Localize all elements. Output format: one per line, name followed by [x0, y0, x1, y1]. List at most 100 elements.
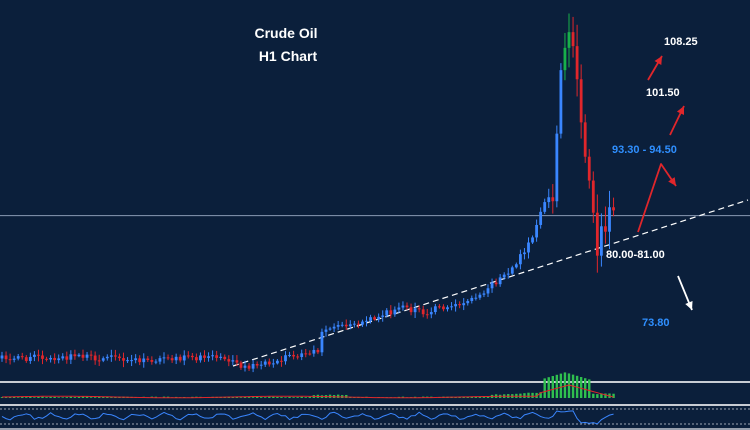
- candle-body: [421, 309, 425, 315]
- candle-body: [340, 324, 344, 326]
- candle-body: [49, 357, 52, 360]
- candle-body: [612, 207, 615, 211]
- macd-bar: [539, 392, 542, 398]
- candle-body: [365, 320, 368, 322]
- candle-body: [458, 304, 462, 306]
- macd-bar: [336, 394, 340, 398]
- macd-bar: [527, 392, 530, 398]
- macd-signal-line: [1, 384, 614, 399]
- macd-bar: [255, 396, 259, 398]
- candle-body: [158, 358, 162, 362]
- macd-bar: [292, 397, 295, 398]
- candle-body: [579, 79, 583, 123]
- candle-body: [16, 356, 20, 359]
- candle-body: [600, 226, 603, 256]
- candle-body: [567, 32, 571, 48]
- candle-body: [352, 323, 356, 325]
- macd-bar: [21, 396, 24, 398]
- candle-body: [462, 303, 466, 306]
- candle-body: [65, 356, 69, 360]
- candle-body: [231, 360, 235, 362]
- candle-body: [93, 355, 97, 361]
- candle-body: [4, 355, 8, 360]
- macd-bar: [110, 397, 113, 398]
- level-label-93: 93.30 - 94.50: [612, 144, 677, 156]
- candle-body: [114, 355, 117, 357]
- candle-body: [186, 355, 190, 357]
- candle-body: [97, 360, 101, 362]
- macd-bar: [98, 396, 101, 398]
- candle-body: [211, 355, 214, 357]
- macd-bar: [102, 397, 105, 398]
- level-label-73: 73.80: [642, 317, 670, 329]
- macd-bar: [596, 394, 599, 398]
- candle-body: [207, 356, 210, 358]
- candle-body: [454, 304, 457, 307]
- macd-bar: [308, 396, 311, 398]
- candle-body: [69, 354, 73, 360]
- candle-body: [547, 197, 551, 203]
- macd-bar: [25, 397, 28, 398]
- macd-bar: [29, 396, 32, 398]
- candle-body: [24, 357, 28, 361]
- candle-body: [466, 301, 470, 304]
- arrow-zigzag-head: [668, 177, 676, 186]
- candle-body: [446, 307, 449, 310]
- candle-body: [539, 211, 543, 225]
- candle-body: [296, 356, 300, 358]
- macd-bar: [12, 396, 16, 398]
- macd-bar: [559, 373, 563, 398]
- macd-bar: [0, 397, 4, 398]
- candle-body: [587, 156, 591, 181]
- macd-bar: [474, 396, 478, 398]
- macd-bar: [231, 396, 235, 398]
- candle-body: [389, 310, 393, 315]
- macd-bar: [478, 396, 482, 398]
- candle-body: [199, 355, 202, 361]
- candle-body: [239, 362, 243, 368]
- level-label-80: 80.00-81.00: [606, 249, 665, 261]
- candle-body: [162, 357, 166, 359]
- candle-body: [109, 355, 113, 357]
- indicator-panels: [0, 372, 750, 430]
- candle-body: [361, 321, 364, 325]
- candle-body: [442, 306, 445, 310]
- macd-bar: [264, 397, 267, 398]
- macd-bar: [567, 373, 571, 398]
- candle-body: [373, 317, 376, 320]
- macd-bar: [106, 396, 109, 398]
- macd-bar: [8, 396, 12, 398]
- candle-body: [166, 357, 170, 359]
- candle-body: [146, 358, 150, 360]
- candle-body: [543, 202, 547, 212]
- macd-bar: [300, 396, 303, 398]
- candle-body: [429, 312, 433, 315]
- macd-bar: [93, 397, 97, 398]
- rsi-line: [1, 410, 614, 425]
- candle-body: [243, 365, 247, 368]
- macd-bar: [49, 396, 52, 398]
- macd-bar: [33, 397, 36, 398]
- candle-body: [336, 325, 340, 327]
- macd-bar: [466, 396, 469, 398]
- candle-body: [267, 361, 271, 365]
- macd-bar: [543, 378, 546, 398]
- candle-body: [255, 363, 259, 366]
- candle-body: [150, 359, 154, 362]
- macd-bar: [304, 397, 307, 398]
- macd-bar: [600, 393, 603, 398]
- candle-body: [142, 358, 146, 363]
- candle-body: [85, 354, 89, 358]
- candle-body: [535, 224, 538, 238]
- candle-body: [369, 317, 372, 321]
- arrow-zigzag: [637, 163, 677, 233]
- candle-body: [474, 297, 478, 299]
- macd-bar: [65, 397, 68, 398]
- arrows-group: [637, 55, 693, 311]
- candle-body: [203, 355, 206, 358]
- macd-bar: [604, 393, 607, 398]
- candle-body: [523, 252, 526, 255]
- macd-bar: [462, 397, 465, 398]
